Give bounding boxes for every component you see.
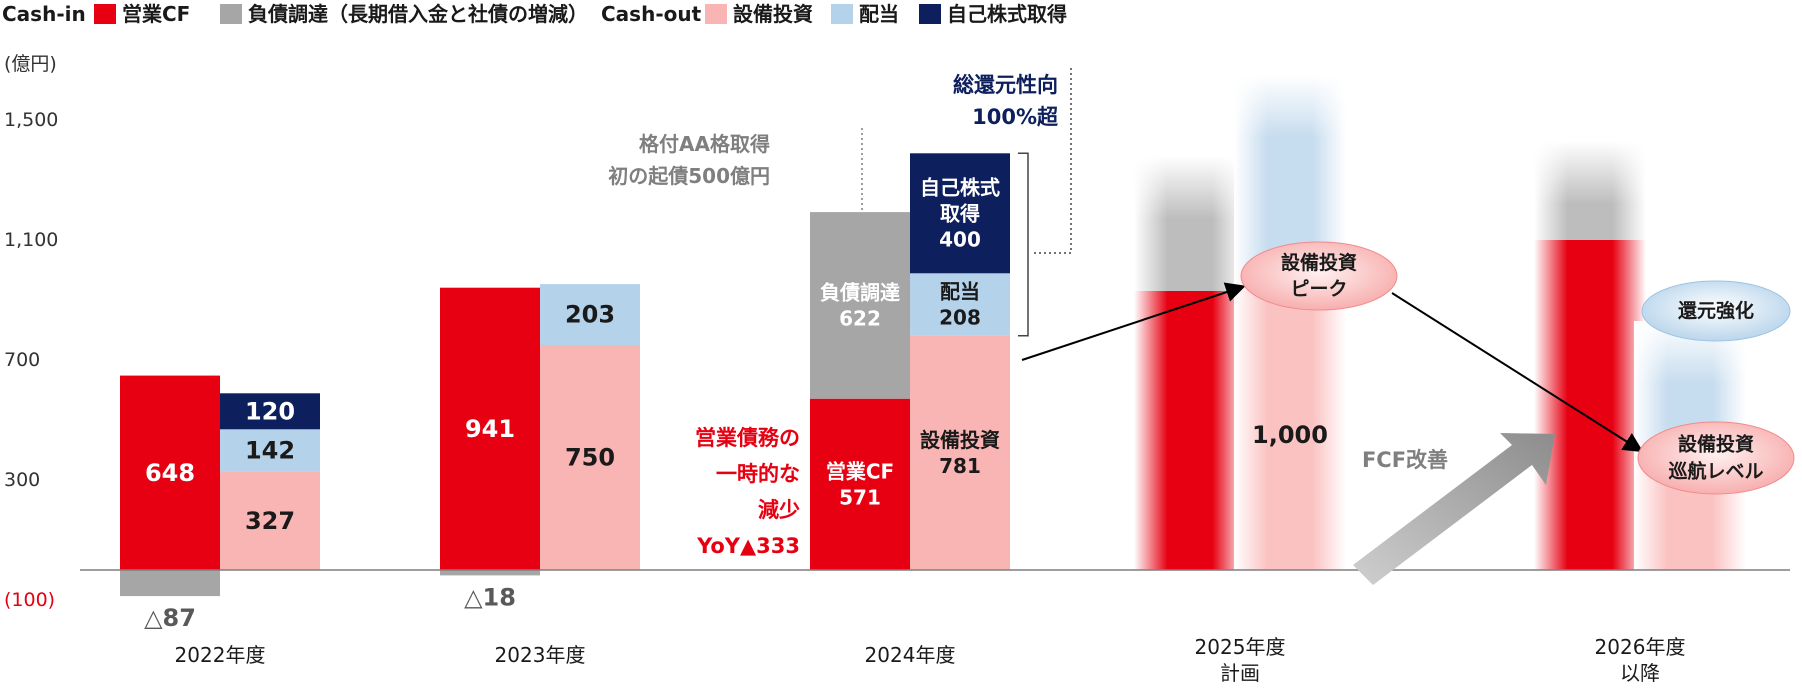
legend-label-debt: 負債調達（長期借入金と社債の増減）	[248, 2, 588, 26]
y-tick-label: 700	[4, 349, 40, 371]
y-axis: (億円) 1,500 1,100 700 300 (100)	[4, 53, 58, 611]
bar-segment-debt	[440, 570, 540, 576]
bar-value-label: △87	[144, 604, 196, 632]
bar-value-label: 142	[245, 437, 295, 465]
bar-segment-capex	[910, 335, 1010, 570]
bar-value-label: 203	[565, 301, 615, 329]
bar-segment-capex	[540, 345, 640, 570]
bar-value-label: △18	[464, 583, 516, 611]
trend-arrow-2	[1391, 292, 1644, 453]
segment-labels: 648 △87 327 142 120 941 △18 750 203 営業CF 571 負債調達 62…	[144, 175, 1000, 632]
annotation-return-up: 還元強化	[1678, 299, 1754, 322]
x-category-label: 2023年度	[495, 643, 586, 667]
legend-label-operating_cf: 営業CF	[122, 2, 190, 26]
bubble-capex-peak	[1240, 241, 1398, 311]
legend: Cash-in 営業CF 負債調達（長期借入金と社債の増減） Cash-out 設備投資…	[2, 2, 1067, 26]
bar-segment-operating_cf	[810, 398, 910, 570]
fcf-arrow	[1353, 433, 1555, 585]
legend-group-label: Cash-in	[2, 2, 86, 26]
bar-value-label: 配当 208	[939, 280, 981, 330]
y-tick-label: 300	[4, 469, 40, 491]
bar-value-label: 941	[465, 415, 515, 443]
bar-segment-dividend	[220, 429, 320, 472]
bar-value-label: 営業CF 571	[826, 459, 894, 509]
bar-value-label: 自己株式取得 400	[920, 175, 1000, 251]
bar-segment-buyback	[220, 393, 320, 430]
legend-label-dividend: 配当	[859, 2, 899, 26]
x-category-label: 2022年度	[175, 643, 266, 667]
bar-value-label: 設備投資 781	[920, 428, 1000, 478]
y-axis-unit-label: (億円)	[4, 53, 57, 75]
projection-bar-capex	[1234, 270, 1346, 570]
x-category-label: 2026年度以降	[1595, 635, 1686, 685]
payout-leader	[1031, 68, 1072, 254]
legend-swatch-capex	[705, 4, 727, 24]
projection-fade	[1134, 156, 1246, 336]
bubble-capex-cruise	[1637, 421, 1795, 495]
x-axis: 2022年度 2023年度 2024年度 2025年度計画 2026年度以降	[80, 569, 1790, 685]
y-tick-label: (100)	[4, 589, 55, 611]
bar-segment-debt	[810, 212, 910, 399]
annotation-rating: 格付AA格取得初の起債500億円	[608, 132, 770, 188]
legend-swatch-debt	[220, 4, 242, 24]
payout-bracket	[1018, 152, 1029, 337]
annotation-payout: 総還元性向 100%超	[953, 73, 1059, 129]
annotation-fcf: FCF改善	[1362, 448, 1448, 472]
annotation-receivables: 営業債務の一時的な減少 YoY▲333	[695, 426, 800, 558]
bar-segment-debt	[120, 570, 220, 597]
bar-segment-dividend	[910, 273, 1010, 336]
bar-value-label: 648	[145, 459, 195, 487]
bar-segment-operating_cf	[120, 375, 220, 570]
annotation-capex-peak: 設備投資ピーク	[1281, 251, 1357, 300]
x-category-label: 2024年度	[865, 643, 956, 667]
y-tick-label: 1,100	[4, 229, 58, 251]
projection-fade	[1234, 75, 1346, 255]
bar-segment-operating_cf	[440, 287, 540, 570]
bubble-return-up	[1641, 280, 1791, 342]
annotation-capex-cruise: 設備投資巡航レベル	[1668, 433, 1763, 483]
legend-swatch-operating_cf	[94, 4, 116, 24]
legend-swatch-buyback	[919, 4, 941, 24]
x-category-label: 2025年度計画	[1195, 635, 1286, 685]
legend-label-capex: 設備投資	[733, 2, 813, 26]
bar-segment-buyback	[910, 153, 1010, 274]
bar-value-label: 327	[245, 507, 295, 535]
bar-value-label: 750	[565, 444, 615, 472]
bar-value-label: 負債調達 622	[820, 280, 900, 330]
y-tick-label: 1,500	[4, 109, 58, 131]
projection-fade	[1534, 141, 1646, 321]
legend-label-buyback: 自己株式取得	[947, 2, 1067, 26]
legend-group-label: Cash-out	[601, 2, 702, 26]
projection-bar-operating_cf	[1134, 291, 1246, 570]
projection-value-label: 1,000	[1252, 421, 1328, 449]
bar-value-label: 120	[245, 397, 295, 425]
actual-bars	[120, 153, 1010, 597]
bar-segment-dividend	[540, 284, 640, 345]
legend-swatch-dividend	[831, 4, 853, 24]
bar-segment-capex	[220, 471, 320, 570]
trend-arrow-1	[1021, 282, 1246, 361]
